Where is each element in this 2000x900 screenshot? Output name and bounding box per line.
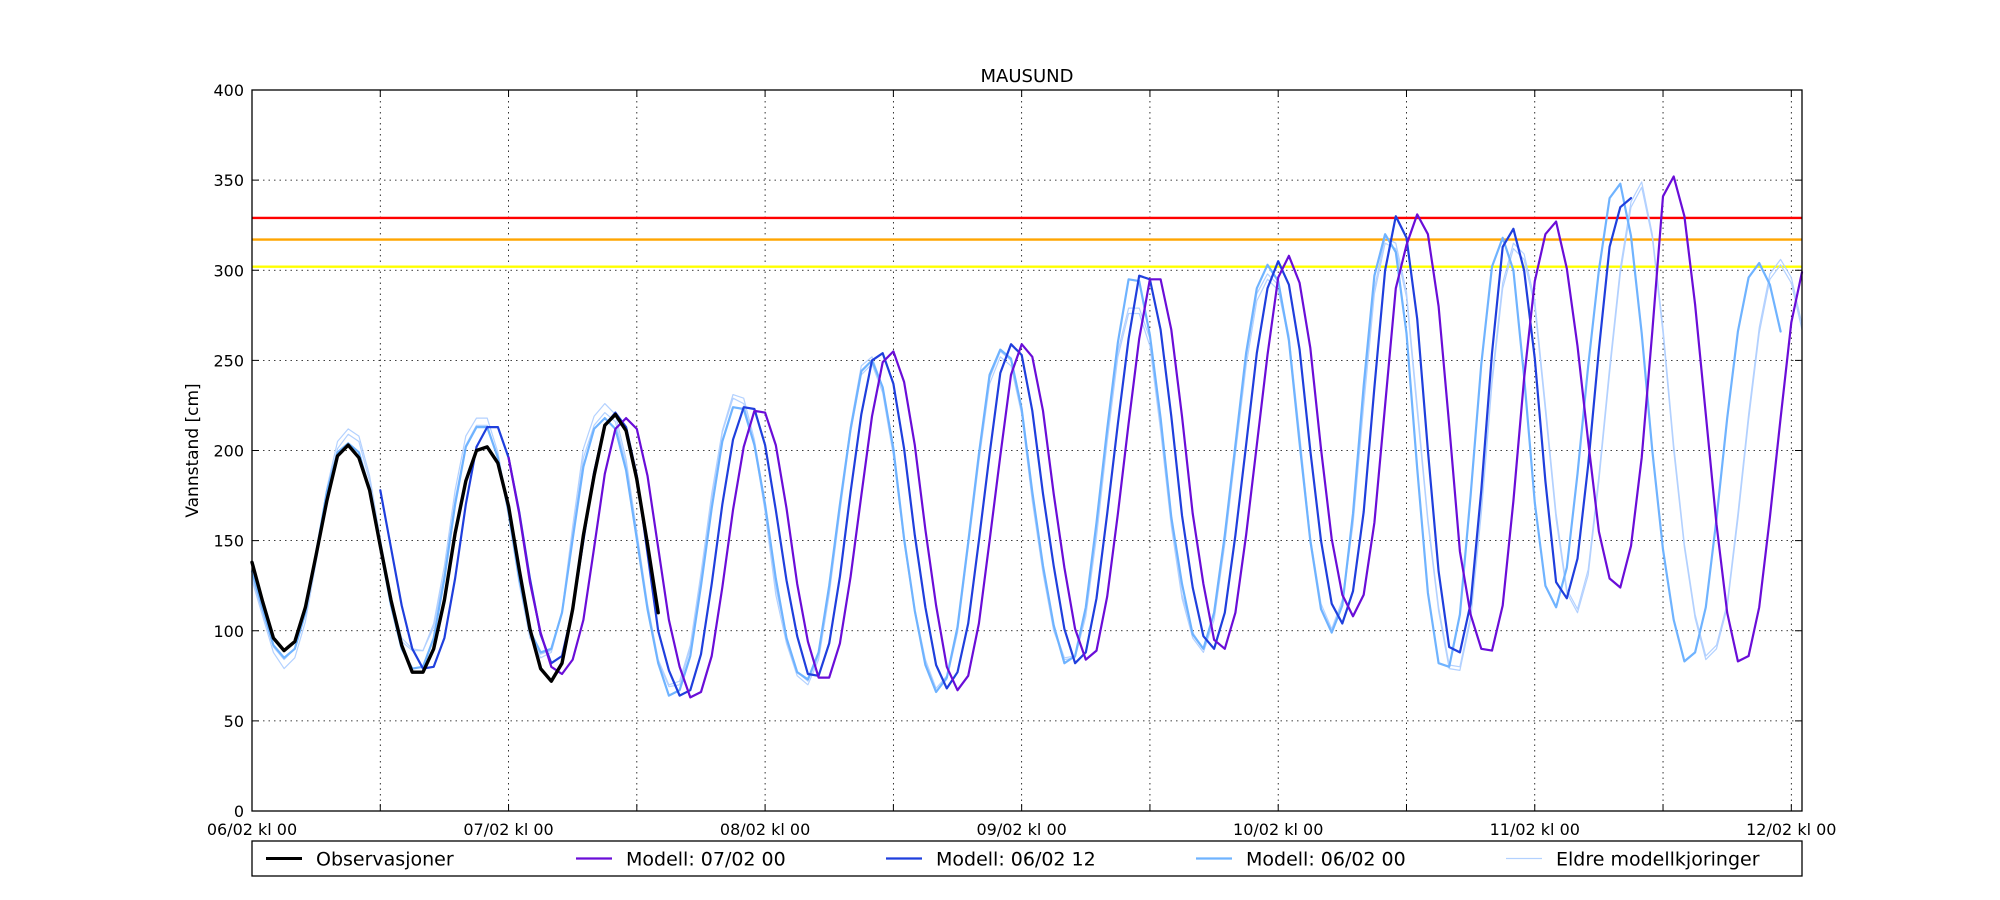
series-line (250, 412, 660, 683)
legend-label: Observasjoner (316, 849, 454, 871)
y-tick-label: 300 (213, 261, 244, 280)
y-tick-label: 400 (213, 81, 244, 100)
y-tick-label: 350 (213, 171, 244, 190)
legend: Observasjoner Modell: 07/02 00 Modell: 06/… (251, 840, 1803, 877)
y-tick-label: 100 (213, 622, 244, 641)
x-tick-label: 11/02 kl 00 (1490, 820, 1580, 839)
y-tick-label: 150 (213, 532, 244, 551)
legend-label: Modell: 06/02 00 (1246, 849, 1406, 871)
axis-ticks: 0 50 100 150 200 250 300 350 400 06/02 kl 00 07/02… (207, 81, 1837, 839)
x-tick-label: 12/02 kl 00 (1746, 820, 1836, 839)
y-tick-label: 250 (213, 351, 244, 370)
y-tick-label: 50 (224, 712, 244, 731)
x-tick-label: 06/02 kl 00 (207, 820, 297, 839)
grid (252, 90, 1802, 811)
legend-label: Eldre modellkjoringer (1556, 849, 1760, 871)
x-tick-label: 09/02 kl 00 (976, 820, 1066, 839)
y-tick-label: 200 (213, 442, 244, 461)
x-tick-label: 10/02 kl 00 (1233, 820, 1323, 839)
chart-title: MAUSUND (981, 66, 1074, 87)
series-lines (250, 175, 1804, 699)
x-tick-label: 08/02 kl 00 (720, 820, 810, 839)
x-tick-label: 07/02 kl 00 (463, 820, 553, 839)
legend-label: Modell: 06/02 12 (936, 849, 1096, 871)
y-axis-title: Vannstand [cm] (183, 383, 203, 517)
legend-box (251, 840, 1803, 877)
y-tick-label: 0 (234, 802, 244, 821)
legend-label: Modell: 07/02 00 (626, 849, 786, 871)
series-line (507, 175, 1804, 699)
